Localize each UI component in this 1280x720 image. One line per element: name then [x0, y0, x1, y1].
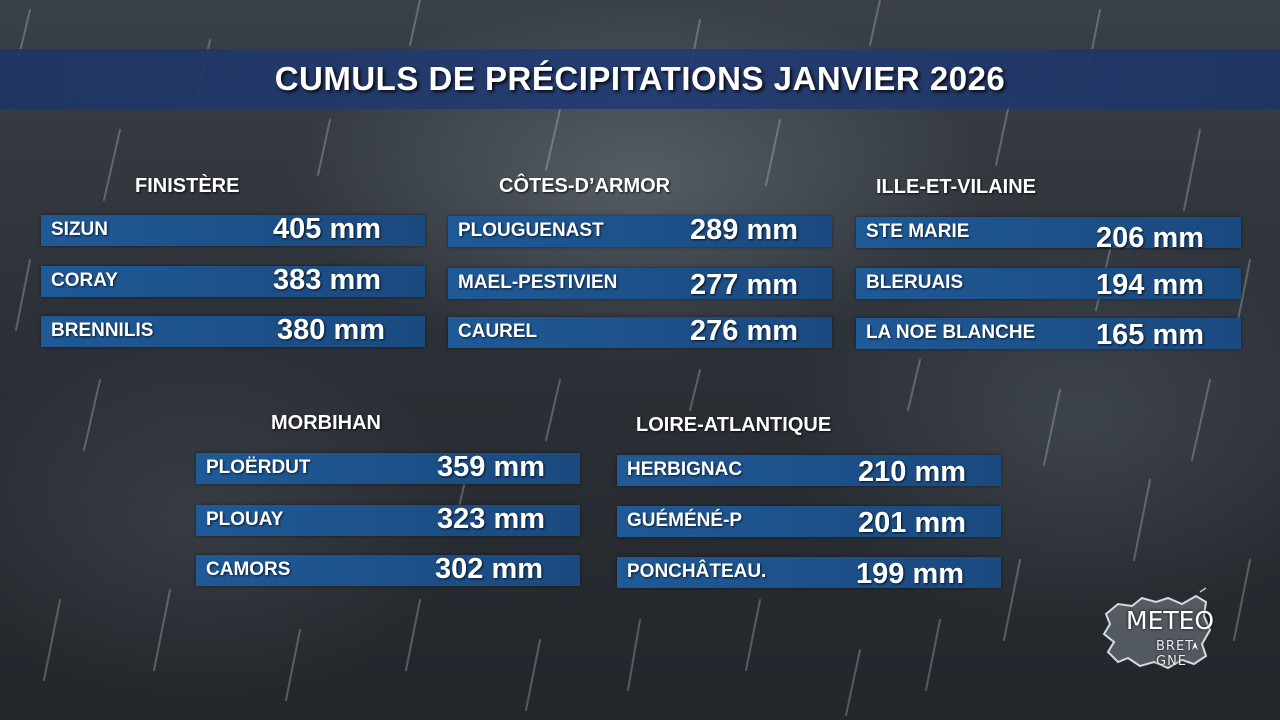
station-value: 277 mm	[690, 269, 799, 301]
station-name: PLOËRDUT	[206, 457, 311, 478]
logo-text-meteo: METEO	[1126, 606, 1215, 635]
station-name: PLOUGUENAST	[458, 220, 604, 241]
ermine-icon	[1192, 642, 1198, 650]
meteo-bretagne-logo: METEO BRET GNE	[1098, 586, 1226, 686]
station-value: 383 mm	[273, 264, 382, 296]
station-name: PONCHÂTEAU.	[627, 561, 767, 582]
station-value: 380 mm	[277, 314, 386, 346]
station-name: LA NOE BLANCHE	[866, 322, 1036, 343]
title-bar: CUMULS DE PRÉCIPITATIONS JANVIER 2026	[0, 49, 1280, 109]
station-row: PONCHÂTEAU. 199 mm	[617, 557, 1001, 590]
station-row: SIZUN 405 mm	[41, 213, 425, 246]
station-row: PLOUGUENAST 289 mm	[448, 214, 832, 247]
station-name: CAUREL	[458, 321, 538, 342]
station-value: 276 mm	[690, 315, 799, 347]
dept-heading-cotes-darmor: CÔTES-D’ARMOR	[499, 175, 671, 197]
page-title: CUMULS DE PRÉCIPITATIONS JANVIER 2026	[274, 60, 1006, 97]
station-value: 201 mm	[858, 507, 967, 539]
station-value: 165 mm	[1096, 319, 1205, 351]
station-row: PLOËRDUT 359 mm	[196, 451, 580, 484]
station-row: GUÉMÉNÉ-P 201 mm	[617, 506, 1001, 539]
station-row: CAMORS 302 mm	[196, 553, 580, 586]
brittany-map-icon	[1102, 587, 1212, 670]
station-name: BLERUAIS	[866, 272, 964, 293]
station-row: LA NOE BLANCHE 165 mm	[856, 318, 1241, 351]
station-value: 323 mm	[437, 503, 546, 535]
station-row: CAUREL 276 mm	[448, 315, 832, 348]
station-row: PLOUAY 323 mm	[196, 503, 580, 536]
dept-heading-finistere: FINISTÈRE	[135, 175, 240, 197]
station-value: 206 mm	[1096, 222, 1205, 254]
station-row: CORAY 383 mm	[41, 264, 425, 297]
station-name: CORAY	[51, 270, 118, 291]
station-row: HERBIGNAC 210 mm	[617, 455, 1001, 488]
station-row: BLERUAIS 194 mm	[856, 268, 1241, 301]
station-value: 199 mm	[856, 558, 965, 590]
station-name: BRENNILIS	[51, 320, 154, 341]
station-row: BRENNILIS 380 mm	[41, 314, 425, 347]
station-name: PLOUAY	[206, 509, 284, 530]
station-row: MAEL-PESTIVIEN 277 mm	[448, 268, 832, 301]
station-name: STE MARIE	[866, 221, 970, 242]
station-name: CAMORS	[206, 559, 291, 580]
dept-heading-loire-atlantique: LOIRE-ATLANTIQUE	[636, 414, 832, 436]
station-value: 289 mm	[690, 214, 799, 246]
station-name: HERBIGNAC	[627, 459, 743, 480]
logo-text-bretagne: BRET GNE	[1156, 639, 1195, 669]
dept-heading-morbihan: MORBIHAN	[271, 412, 381, 434]
station-value: 302 mm	[435, 553, 544, 585]
station-value: 210 mm	[858, 456, 967, 488]
station-name: GUÉMÉNÉ-P	[627, 510, 743, 531]
station-value: 194 mm	[1096, 269, 1205, 301]
station-value: 405 mm	[273, 213, 382, 245]
station-name: SIZUN	[51, 219, 108, 240]
station-value: 359 mm	[437, 451, 546, 483]
station-row: STE MARIE 206 mm	[856, 217, 1241, 254]
station-name: MAEL-PESTIVIEN	[458, 272, 618, 293]
dept-heading-ille-et-vilaine: ILLE-ET-VILAINE	[876, 176, 1036, 198]
